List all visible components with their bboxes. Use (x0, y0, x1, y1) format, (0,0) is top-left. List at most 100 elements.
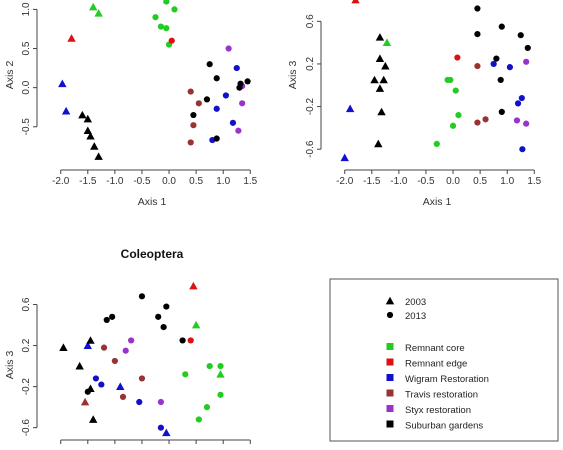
data-point-wigram-2013 (222, 92, 230, 99)
data-point-suburban-2013 (160, 324, 167, 331)
data-point-remnant_edge-2003 (189, 281, 198, 290)
data-point-wigram-2013 (92, 375, 100, 382)
legend-label: Travis restoration (405, 390, 478, 401)
y-tick-label: -0.6 (21, 419, 32, 437)
data-point-travis-2013 (187, 139, 194, 146)
y-tick-label: 0.2 (21, 338, 32, 352)
data-point-suburban-2013 (498, 108, 505, 116)
y-tick-label: 0.0 (21, 80, 32, 94)
data-point-suburban-2013 (179, 337, 186, 344)
data-point-remnant_edge-2013 (187, 337, 194, 344)
data-point-styx-2013 (122, 347, 129, 354)
data-point-wigram-2013 (136, 398, 143, 406)
data-point-styx-2013 (235, 127, 242, 134)
data-point-styx-2013 (128, 337, 135, 344)
data-point-wigram-2003 (83, 341, 92, 349)
data-point-remnant_core-2013 (171, 6, 178, 13)
x-tick-label: -2.0 (52, 176, 70, 187)
data-point-travis-2013 (474, 62, 481, 70)
data-point-suburban-2013 (213, 75, 220, 82)
data-point-suburban-2013 (213, 135, 220, 142)
x-tick-label: -1.5 (363, 176, 381, 187)
data-point-wigram-2013 (514, 100, 522, 107)
x-tick-label: -1.5 (79, 176, 97, 187)
data-point-remnant_core-2003 (191, 320, 201, 329)
data-point-remnant_core-2013 (182, 371, 189, 378)
data-point-styx-2013 (239, 100, 246, 107)
data-point-remnant_core-2003 (216, 370, 225, 378)
data-point-wigram-2013 (233, 64, 240, 72)
legend-swatch (386, 405, 394, 412)
data-point-remnant_core-2013 (157, 23, 165, 30)
plot2-ylabel: Axis 3 (287, 61, 299, 90)
data-point-travis-2013 (190, 122, 197, 129)
x-tick-label: -2.0 (336, 176, 354, 187)
data-point-suburban-2013 (163, 303, 170, 310)
legend-label: Remnant edge (405, 359, 467, 370)
x-tick-label: -1.0 (106, 176, 124, 187)
x-tick-label: 0.0 (162, 176, 176, 187)
data-point-suburban-2003 (370, 75, 379, 84)
data-point-suburban-2003 (379, 75, 388, 84)
data-point-remnant_core-2013 (152, 14, 159, 21)
legend-swatch (386, 358, 394, 366)
data-point-suburban-2013 (138, 293, 146, 300)
data-point-suburban-2003 (83, 126, 92, 135)
data-point-remnant_core-2013 (217, 391, 224, 398)
data-point-wigram-2013 (98, 381, 105, 388)
y-tick-label: -0.5 (21, 118, 32, 136)
legend-marker-2013 (386, 311, 394, 319)
legend-label-2013: 2013 (405, 311, 426, 322)
data-point-wigram-2003 (61, 106, 71, 115)
data-point-travis-2003 (80, 397, 90, 406)
data-point-styx-2013 (225, 45, 232, 52)
data-point-remnant_edge-2013 (454, 54, 461, 61)
data-point-suburban-2013 (244, 78, 251, 85)
data-point-travis-2013 (482, 116, 489, 123)
y-tick-label: 1.0 (21, 2, 32, 16)
data-point-suburban-2003 (375, 54, 385, 62)
data-point-suburban-2003 (78, 110, 87, 119)
data-point-suburban-2003 (83, 114, 92, 123)
data-point-suburban-2013 (109, 313, 116, 320)
y-tick-label: -0.2 (21, 378, 32, 396)
data-point-suburban-2013 (155, 313, 162, 320)
y-tick-label: 0.5 (21, 41, 32, 55)
data-point-remnant_edge-2013 (168, 37, 175, 44)
data-point-remnant_core-2013 (217, 363, 224, 370)
data-point-styx-2013 (523, 58, 530, 65)
legend-label: Remnant core (405, 343, 465, 354)
data-point-wigram-2013 (506, 64, 514, 71)
data-point-remnant_core-2003 (94, 9, 103, 17)
ordination-plot-axis1-axis3: Axis 1 Axis 3 -2.0 -1.5 -1.0 -0.5 0.0 0.5 1.0 1… (287, 0, 542, 208)
data-point-wigram-2003 (162, 428, 171, 437)
data-point-remnant_core-2013 (195, 416, 202, 423)
data-point-suburban-2013 (474, 5, 481, 12)
data-point-suburban-2003 (86, 384, 95, 393)
data-point-styx-2013 (523, 120, 530, 127)
data-point-remnant_edge-2003 (67, 34, 76, 42)
data-point-wigram-2003 (345, 104, 355, 113)
legend-box (329, 278, 559, 442)
data-point-suburban-2003 (86, 336, 95, 344)
data-point-travis-2013 (474, 119, 481, 126)
data-point-suburban-2003 (374, 139, 383, 148)
x-tick-label: 1.5 (527, 176, 541, 187)
x-tick-label: 0.0 (446, 176, 460, 187)
data-point-suburban-2013 (493, 55, 500, 62)
data-point-travis-2013 (138, 375, 146, 382)
data-point-travis-2013 (195, 100, 202, 107)
data-point-remnant_core-2013 (433, 140, 440, 147)
legend-label: Wigram Restoration (405, 374, 489, 385)
x-tick-label: -1.0 (390, 176, 408, 187)
data-point-suburban-2013 (524, 44, 531, 52)
data-point-wigram-2013 (213, 105, 220, 112)
plot1-xlabel: Axis 1 (138, 196, 167, 208)
y-tick-label: -0.6 (305, 140, 316, 158)
x-tick-label: -0.5 (133, 176, 151, 187)
x-tick-label: 1.0 (500, 176, 514, 187)
plot3-title: Coleoptera (121, 247, 184, 261)
legend-swatch (386, 343, 394, 350)
legend: 2003 2013 Remnant core Remnant edge Wigram R… (329, 278, 559, 442)
data-point-remnant_core-2013 (452, 87, 459, 94)
